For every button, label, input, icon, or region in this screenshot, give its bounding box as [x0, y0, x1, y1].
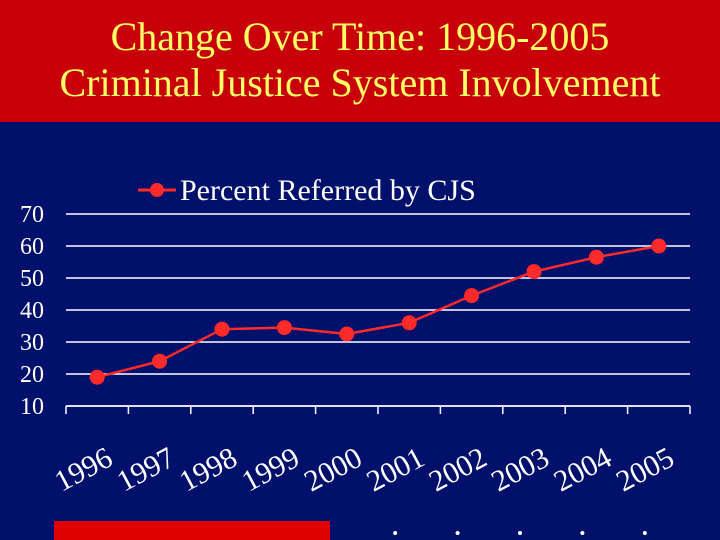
title-banner — [0, 0, 720, 122]
series-line — [96, 244, 660, 379]
data-point — [651, 238, 667, 254]
data-point — [276, 320, 292, 336]
legend-marker-swatch — [150, 183, 164, 197]
x-tick-label: 2005 — [611, 441, 679, 498]
x-tick-label: 1996 — [49, 441, 117, 498]
x-tick-label: 1998 — [174, 441, 242, 498]
data-point — [339, 326, 355, 342]
footer-dots — [393, 531, 647, 535]
data-point — [588, 249, 604, 265]
x-axis — [65, 405, 691, 414]
y-tick-label: 40 — [20, 298, 44, 324]
y-tick-label: 20 — [20, 362, 44, 388]
y-tick-label: 10 — [20, 394, 44, 420]
series-percent-referred — [89, 238, 667, 385]
slide-title: Change Over Time: 1996-2005 Criminal Jus… — [0, 14, 720, 106]
footer-dot — [393, 531, 398, 535]
data-point — [89, 369, 105, 385]
footer-dot — [642, 531, 647, 535]
footer-dot — [580, 531, 585, 535]
data-point — [401, 315, 417, 331]
data-point — [214, 321, 230, 337]
x-tick-label: 2003 — [486, 441, 554, 498]
x-tick-label: 1999 — [237, 441, 305, 498]
x-tick-label: 2002 — [424, 441, 492, 498]
data-point — [152, 353, 168, 369]
y-tick-label: 60 — [20, 234, 44, 260]
footer-dot — [518, 531, 522, 535]
footer-bar — [54, 521, 330, 540]
title-line-1: Change Over Time: 1996-2005 — [110, 14, 610, 59]
y-axis-ticks: 70 60 50 40 30 20 10 — [20, 202, 44, 420]
x-tick-label: 2004 — [549, 441, 617, 498]
legend-label: Percent Referred by CJS — [180, 174, 476, 207]
footer-decoration — [54, 521, 647, 540]
y-tick-label: 50 — [20, 266, 44, 292]
x-tick-label: 2000 — [299, 441, 367, 498]
x-tick-label: 1997 — [112, 441, 180, 498]
title-line-2: Criminal Justice System Involvement — [59, 60, 661, 105]
legend: Percent Referred by CJS — [138, 174, 476, 207]
data-point — [526, 264, 542, 280]
y-tick-label: 30 — [20, 330, 44, 356]
data-point — [464, 288, 480, 304]
y-tick-label: 70 — [20, 202, 44, 228]
x-tick-label: 2001 — [361, 441, 429, 498]
gridlines — [66, 213, 690, 407]
footer-dot — [455, 531, 460, 535]
